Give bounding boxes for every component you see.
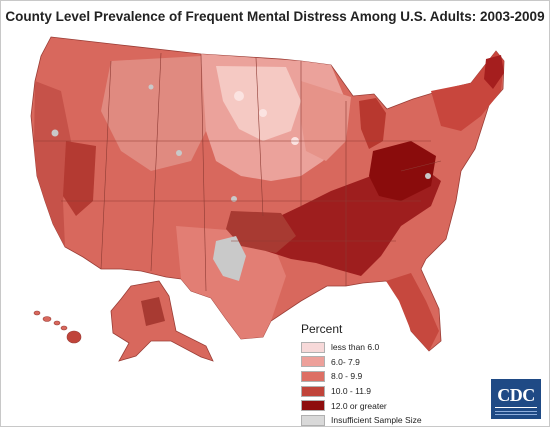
light-spot: [259, 109, 267, 117]
nevada-region: [63, 141, 96, 216]
legend-swatch: [301, 341, 325, 353]
legend-swatch: [301, 356, 325, 368]
legend-label: 8.0 - 9.9: [331, 371, 363, 382]
legend-swatch: [301, 385, 325, 397]
legend-item: 8.0 - 9.9: [301, 369, 422, 384]
map-title: County Level Prevalence of Frequent Ment…: [5, 9, 545, 24]
gray-spot: [176, 150, 182, 156]
gray-spot: [148, 84, 154, 90]
legend-swatch: [301, 400, 325, 412]
cdc-logo: CDC: [491, 379, 541, 419]
oklahoma-region: [226, 211, 296, 253]
texas-region: [176, 226, 286, 339]
legend-item: 10.0 - 11.9: [301, 384, 422, 399]
legend-label: Insufficient Sample Size: [331, 415, 422, 426]
maine-region: [484, 55, 504, 89]
legend-heading: Percent: [301, 322, 343, 336]
legend: Percent less than 6.0 6.0- 7.9 8.0 - 9.9…: [301, 322, 422, 426]
legend-label: 12.0 or greater: [331, 400, 387, 411]
appalachia-region: [369, 141, 436, 201]
texas-gray-area: [213, 236, 246, 281]
state-borders: [35, 52, 442, 292]
legend-item: Insufficient Sample Size: [301, 413, 422, 426]
legend-label: 6.0- 7.9: [331, 356, 360, 367]
light-spot: [234, 91, 244, 101]
cdc-logo-text: CDC: [497, 385, 535, 405]
mountain-west-region: [101, 56, 206, 171]
gray-spot: [425, 173, 431, 179]
legend-label: 10.0 - 11.9: [331, 386, 372, 397]
north-plains-light: [216, 66, 301, 141]
gray-spot: [231, 196, 237, 202]
hawaii-islands: [33, 310, 82, 344]
legend-item: 6.0- 7.9: [301, 355, 422, 370]
legend-item: 12.0 or greater: [301, 398, 422, 413]
alaska-dark-area: [141, 297, 165, 326]
legend-swatch: [301, 414, 325, 426]
legend-label: less than 6.0: [331, 342, 380, 353]
legend-item: less than 6.0: [301, 340, 422, 355]
gray-spot: [51, 129, 59, 137]
florida-region: [386, 273, 439, 351]
legend-swatch: [301, 370, 325, 382]
west-coast-region: [34, 81, 71, 247]
michigan-region: [359, 98, 386, 149]
